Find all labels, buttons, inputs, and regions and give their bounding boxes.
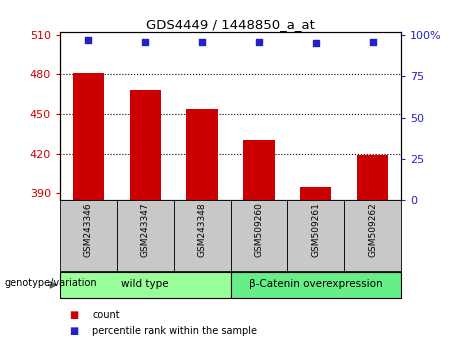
Point bbox=[369, 39, 376, 45]
Text: ■: ■ bbox=[69, 326, 78, 336]
Bar bbox=[230, 272, 401, 298]
Bar bbox=[130, 90, 161, 200]
Title: GDS4449 / 1448850_a_at: GDS4449 / 1448850_a_at bbox=[146, 18, 315, 31]
Point bbox=[85, 37, 92, 43]
Point bbox=[142, 39, 149, 45]
Point bbox=[312, 41, 319, 46]
Text: ■: ■ bbox=[69, 310, 78, 320]
Point bbox=[255, 39, 263, 45]
Text: GSM243346: GSM243346 bbox=[84, 202, 93, 257]
Bar bbox=[300, 187, 331, 200]
Bar bbox=[174, 200, 230, 271]
Text: GSM509260: GSM509260 bbox=[254, 202, 263, 257]
Text: wild type: wild type bbox=[121, 279, 169, 290]
Text: β-Catenin overexpression: β-Catenin overexpression bbox=[249, 279, 383, 290]
Text: genotype/variation: genotype/variation bbox=[5, 278, 97, 288]
Text: GSM243347: GSM243347 bbox=[141, 202, 150, 257]
Text: GSM509262: GSM509262 bbox=[368, 202, 377, 257]
Text: GSM243348: GSM243348 bbox=[198, 202, 207, 257]
Bar bbox=[230, 200, 287, 271]
Bar bbox=[186, 109, 218, 200]
Bar bbox=[287, 200, 344, 271]
Bar bbox=[243, 141, 275, 200]
Text: percentile rank within the sample: percentile rank within the sample bbox=[92, 326, 257, 336]
Bar bbox=[344, 200, 401, 271]
Bar bbox=[60, 272, 230, 298]
Bar bbox=[117, 200, 174, 271]
Bar bbox=[73, 73, 104, 200]
Text: GSM509261: GSM509261 bbox=[311, 202, 320, 257]
Text: count: count bbox=[92, 310, 120, 320]
Point bbox=[198, 39, 206, 45]
Bar bbox=[357, 155, 388, 200]
Bar bbox=[60, 200, 117, 271]
